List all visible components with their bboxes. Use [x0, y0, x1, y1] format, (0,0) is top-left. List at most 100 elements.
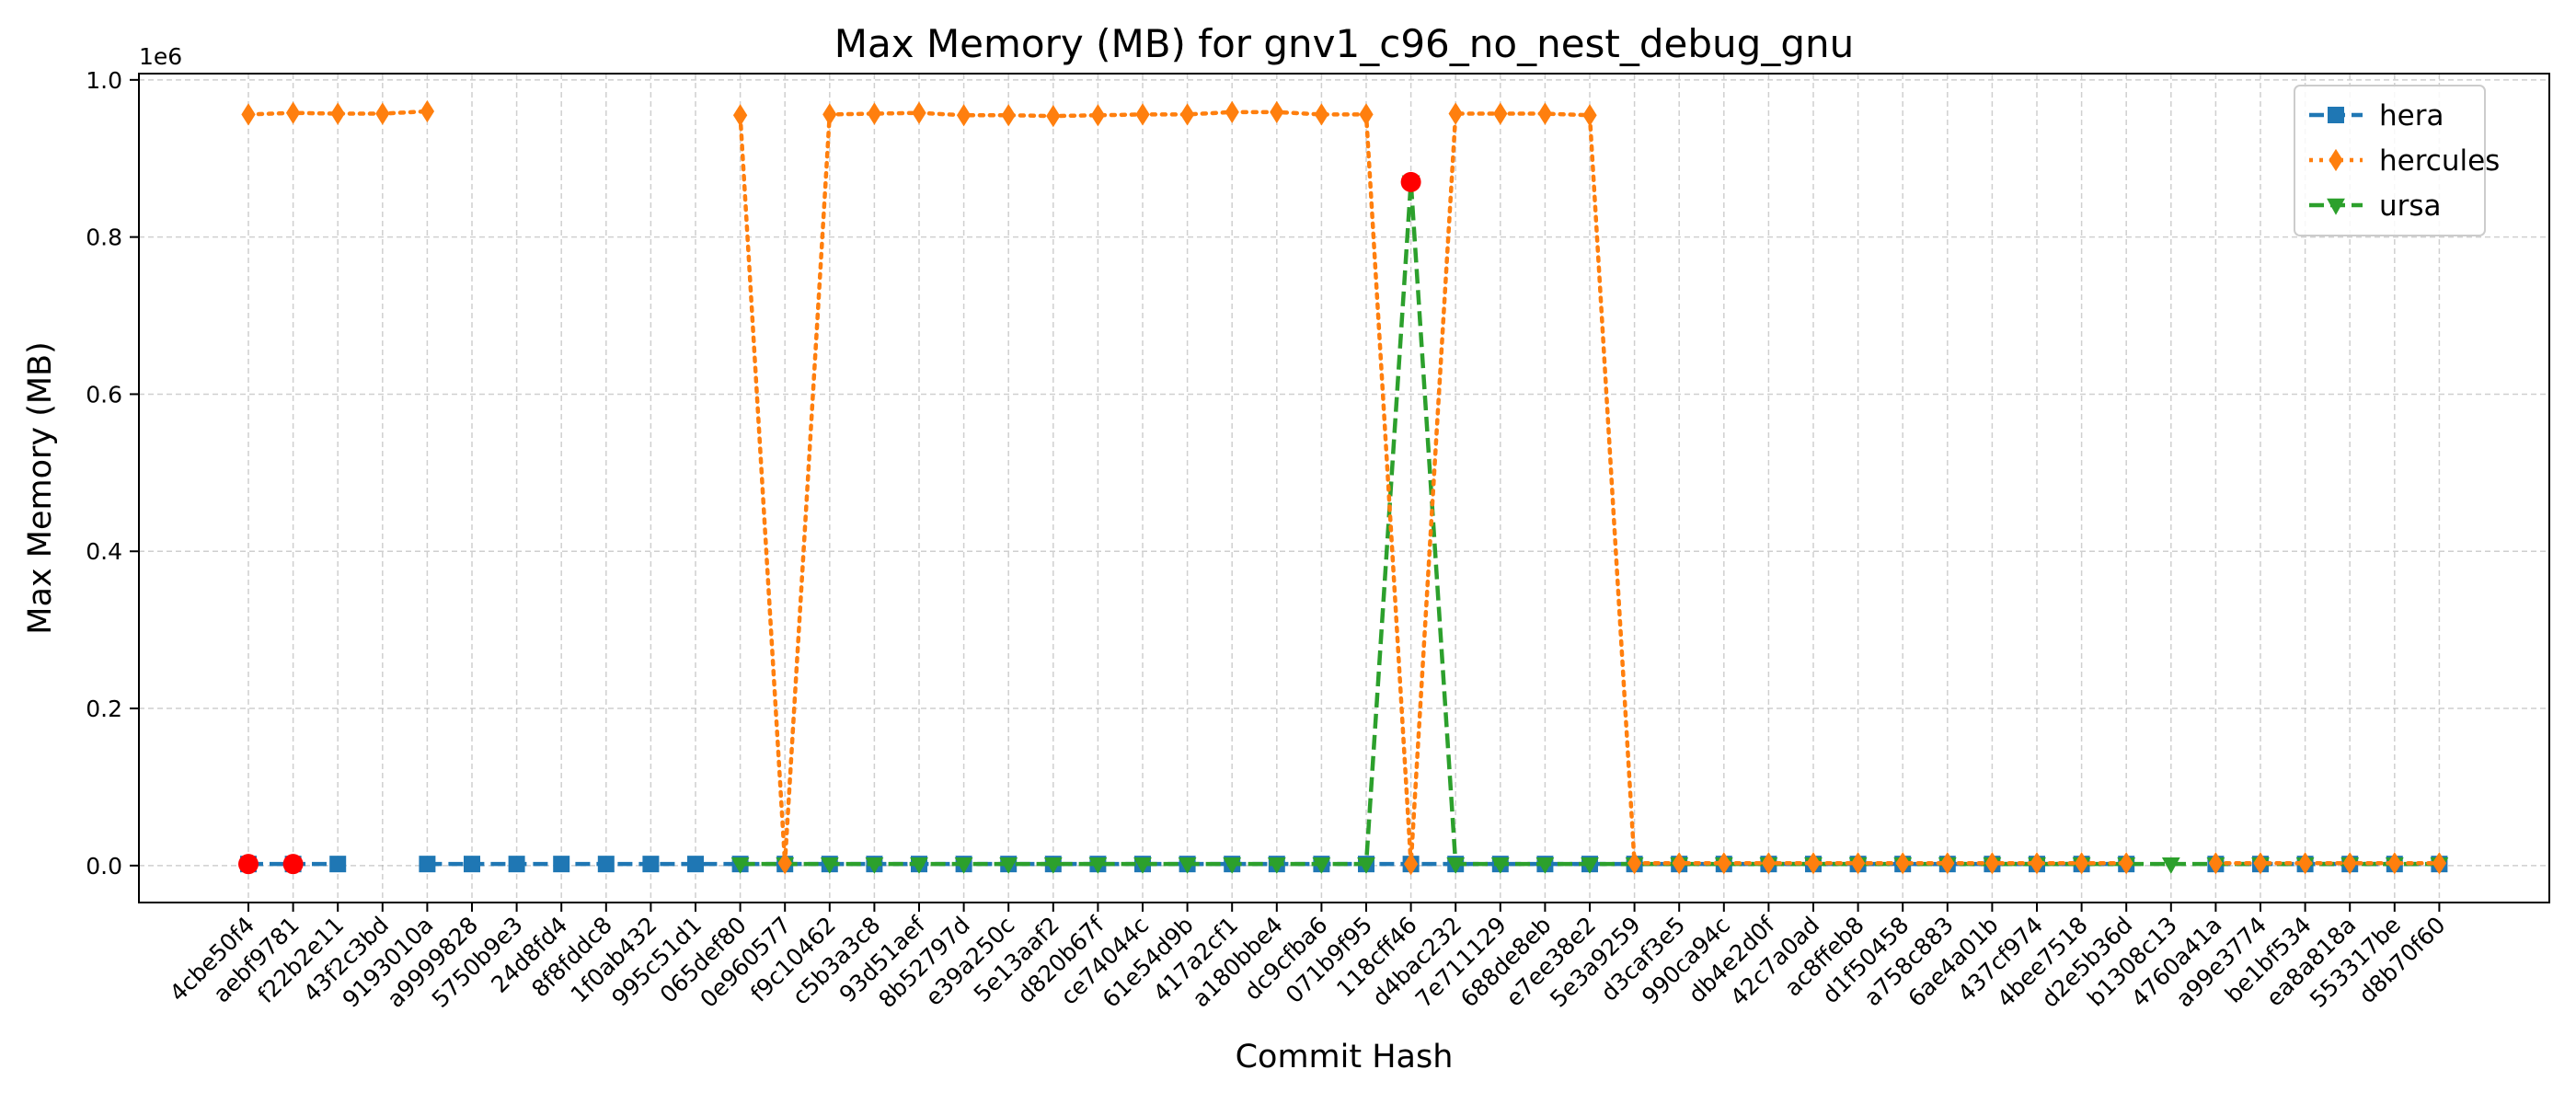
data-point-hera: [508, 856, 525, 873]
data-point-hercules: [1582, 104, 1597, 127]
series-hercules: [241, 99, 2447, 876]
data-point-hercules: [1135, 103, 1150, 126]
data-point-ursa: [1178, 857, 1197, 874]
data-point-ursa: [1133, 857, 1152, 874]
legend-label: ursa: [2379, 190, 2442, 223]
y-tick-label: 0.2: [86, 696, 122, 722]
chart-title: Max Memory (MB) for gnv1_c96_no_nest_deb…: [834, 21, 1854, 66]
data-point-hercules: [867, 102, 882, 125]
data-point-ursa: [910, 857, 928, 874]
data-point-hercules: [1627, 852, 1642, 875]
data-point-hercules: [1672, 852, 1686, 875]
data-point-hera: [642, 856, 660, 873]
series-line-hercules: [738, 109, 2129, 866]
data-point-hercules: [2074, 852, 2089, 875]
data-point-hercules: [2387, 852, 2402, 875]
legend-marker: [2328, 107, 2344, 123]
y-tick-label: 0.0: [86, 853, 122, 880]
legend: hera hercules ursa: [2294, 85, 2500, 236]
y-axis-ticks: 0.0 0.2 0.4 0.6 0.8 1.0: [86, 67, 139, 880]
data-point-hercules: [2297, 852, 2313, 875]
data-point-ursa: [1223, 857, 1242, 874]
data-point-hera: [687, 856, 704, 873]
data-point-hera: [553, 856, 570, 873]
data-point-ursa: [1446, 857, 1466, 874]
data-point-hercules: [1895, 852, 1910, 875]
data-point-hercules: [1046, 104, 1061, 128]
data-point-hercules: [1940, 852, 1955, 875]
data-point-hercules: [2119, 852, 2133, 875]
data-point-hercules: [375, 102, 390, 125]
data-point-hercules: [2432, 852, 2447, 875]
data-point-hercules: [2253, 852, 2268, 875]
data-point-ursa: [999, 857, 1018, 874]
data-point-hercules: [1850, 852, 1866, 875]
data-point-ursa: [1357, 857, 1375, 874]
series-line-ursa: [740, 181, 2440, 867]
plot-frame: [138, 73, 2550, 903]
highlight-layer: [238, 171, 1421, 875]
data-point-hera: [329, 856, 347, 873]
data-point-ursa: [1490, 857, 1510, 874]
data-point-hera: [597, 856, 615, 873]
data-point-ursa: [954, 857, 973, 874]
legend-entry-ursa: ursa: [2309, 190, 2442, 223]
data-point-hercules: [822, 103, 837, 126]
data-point-hercules: [241, 103, 256, 126]
y-tick-label: 0.6: [86, 381, 122, 408]
grid-layer: [139, 74, 2549, 903]
data-point-hercules: [1090, 104, 1106, 127]
y-axis-offset-label: 1e6: [139, 43, 182, 70]
data-point-hercules: [1984, 852, 2000, 875]
data-point-hercules: [1717, 852, 1731, 875]
legend-marker: [2327, 198, 2345, 215]
data-point-hercules: [1001, 104, 1016, 127]
y-tick-label: 1.0: [86, 67, 122, 94]
data-point-ursa: [1043, 857, 1063, 874]
data-point-hercules: [2342, 852, 2357, 875]
legend-label: hercules: [2379, 144, 2500, 178]
data-point-ursa: [1581, 857, 1599, 874]
x-axis-label: Commit Hash: [1236, 1039, 1454, 1075]
highlight-point: [1400, 171, 1421, 192]
legend-entry-hercules: hercules: [2309, 144, 2500, 178]
data-point-hercules: [1493, 102, 1508, 125]
data-point-hera: [464, 856, 480, 873]
data-point-hercules: [420, 99, 435, 123]
data-point-hercules: [1359, 103, 1374, 126]
data-point-hercules: [2208, 852, 2224, 875]
legend-entry-hera: hera: [2309, 99, 2444, 132]
data-point-hercules: [1225, 100, 1239, 123]
data-point-hercules: [2030, 852, 2044, 875]
data-point-ursa: [865, 857, 884, 874]
legend-label: hera: [2379, 99, 2444, 132]
data-point-hercules: [777, 852, 792, 875]
data-point-hercules: [1179, 103, 1195, 126]
series-layer: [240, 99, 2449, 876]
data-point-hercules: [1403, 853, 1419, 876]
data-point-hercules: [1448, 102, 1463, 125]
y-axis-label: Max Memory (MB): [22, 341, 59, 634]
data-point-ursa: [730, 857, 750, 874]
data-point-hercules: [912, 101, 926, 124]
y-tick-label: 0.4: [86, 538, 122, 565]
data-point-hercules: [1270, 100, 1284, 123]
data-point-hercules: [1806, 852, 1821, 875]
data-point-hercules: [732, 104, 748, 127]
data-point-hercules: [1537, 102, 1553, 125]
y-tick-label: 0.8: [86, 224, 122, 251]
data-point-hercules: [956, 104, 972, 127]
highlight-point: [238, 854, 259, 875]
data-point-hera: [419, 856, 436, 873]
legend-marker: [2329, 148, 2343, 172]
data-point-ursa: [2161, 857, 2180, 874]
data-point-ursa: [820, 857, 839, 874]
data-point-ursa: [1088, 857, 1108, 874]
data-point-hercules: [330, 102, 345, 125]
data-point-hercules: [1314, 103, 1329, 126]
data-point-ursa: [1312, 857, 1331, 874]
data-point-hercules: [285, 101, 301, 124]
x-axis-ticks: 4cbe50f4aebf9781f22b2e1143f2c3bd9193010a…: [165, 903, 2451, 1013]
